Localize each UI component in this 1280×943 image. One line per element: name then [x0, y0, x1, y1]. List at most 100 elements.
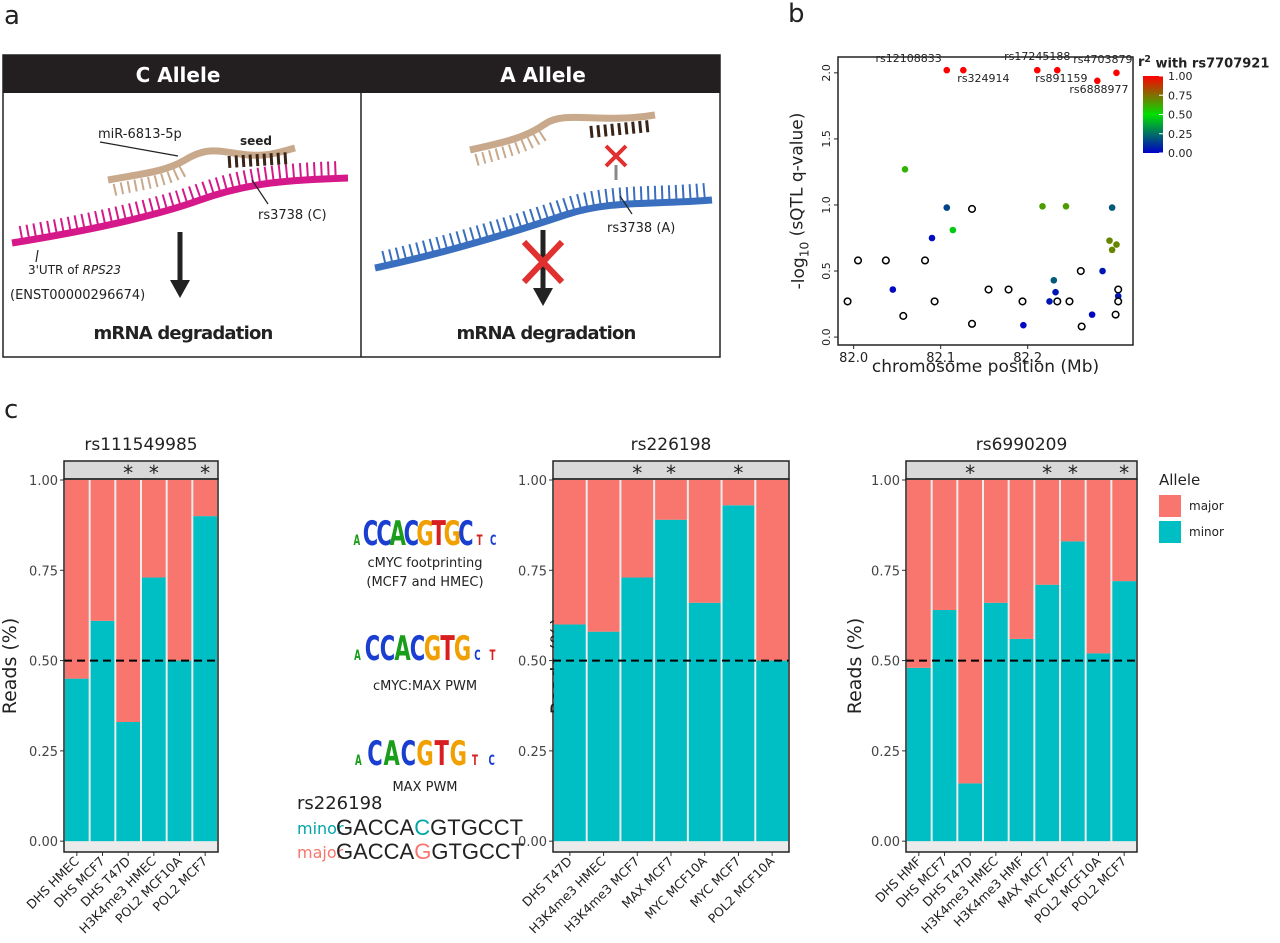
y-tick-label: 0.50 [871, 655, 900, 670]
bar-segment [1035, 584, 1059, 842]
y-tick-label: 0.75 [29, 564, 58, 579]
logo-letter: A [384, 734, 400, 774]
allele-name: minor [297, 819, 344, 838]
mrna-strand [374, 196, 713, 272]
legend-swatch [1159, 521, 1181, 543]
y-tick-label: 1.0 [820, 196, 833, 214]
sequence-part: GACCA [336, 815, 415, 840]
colorbar-tick-label: 0.50 [1168, 109, 1193, 122]
y-tick-label: 0.0 [820, 328, 833, 346]
panel-label: c [4, 395, 18, 425]
mrna-bases [381, 183, 706, 265]
bar-segment [722, 480, 755, 506]
point [853, 256, 863, 265]
point [967, 319, 977, 328]
significance-mark: * [149, 461, 159, 485]
chart-title: rs111549985 [84, 435, 197, 455]
bar-segment [1035, 480, 1059, 585]
bar-segment [688, 602, 721, 842]
logo-letter: C [490, 532, 496, 549]
plot-frame [905, 478, 1138, 853]
logo-letter: C [474, 647, 480, 664]
bar-segment [958, 480, 982, 784]
bar-segment [688, 480, 721, 603]
logo-letter: C [410, 629, 425, 669]
point [1088, 311, 1096, 318]
legend-label: minor [1189, 525, 1224, 539]
point-label: rs324914 [957, 72, 1009, 85]
label: miR-6813-5p [98, 127, 182, 142]
y-axis-label: Reads (%) [844, 618, 866, 715]
logo-letter: T [472, 752, 478, 769]
bar-segment [193, 516, 217, 842]
label: 3'UTR of RPS23 [28, 263, 121, 277]
point-label: rs17245188 [1004, 50, 1070, 63]
sequence-part: GTGCCT [430, 815, 523, 840]
point [889, 286, 897, 293]
logo-letter: C [367, 734, 382, 774]
point [920, 256, 930, 265]
motif-caption: MAX PWM [392, 780, 457, 795]
y-axis-label: Reads (%) [0, 618, 21, 715]
y-tick-label: 1.00 [518, 474, 547, 489]
logo-letter: G [416, 514, 433, 554]
bar-segment [655, 480, 687, 520]
panel-a: C Allele A Allele miR-6813-5p seed rs373… [2, 54, 721, 358]
seed-bases [589, 120, 651, 138]
bar-segment [167, 480, 192, 661]
snp-label: rs226198 [297, 793, 383, 814]
point [1050, 276, 1058, 284]
point [1113, 69, 1120, 77]
logo-letter: C [458, 514, 473, 554]
bar-segment [1061, 480, 1085, 542]
sequence: GACCAGGTGCCT [336, 839, 524, 864]
colorbar [1143, 76, 1163, 153]
bar-segment [621, 577, 654, 842]
logo-letter: G [416, 734, 433, 774]
bar-segment [193, 480, 217, 517]
leader [619, 195, 633, 215]
chart-title: rs6990209 [976, 435, 1068, 455]
block-mark [521, 239, 565, 285]
y-tick-label: 0.25 [518, 745, 547, 760]
point [1065, 297, 1074, 306]
sequence-part: C [414, 815, 430, 840]
bar-segment [932, 610, 957, 842]
significance-mark: * [123, 461, 133, 485]
bar-segment [142, 577, 166, 842]
x-tick-label: 82.2 [1013, 351, 1042, 366]
bar-segment [1009, 638, 1034, 842]
bar-segment [167, 660, 192, 842]
y-tick-label: 0.00 [518, 835, 547, 850]
significance-mark: * [1119, 461, 1129, 485]
arrow-head [533, 288, 553, 306]
header-bar [3, 55, 720, 93]
motif-caption: (MCF7 and HMEC) [366, 575, 483, 590]
significance-mark: * [965, 461, 975, 485]
bar-segment [554, 480, 586, 625]
point [1114, 297, 1123, 306]
significance-mark: * [733, 461, 743, 485]
bar-segment [621, 480, 654, 578]
point [1062, 202, 1070, 210]
point-label: rs891159 [1035, 72, 1087, 85]
point [881, 256, 890, 265]
y-tick-label: 0.00 [871, 835, 900, 850]
logo-letter: A [394, 629, 410, 669]
label-part: -log [789, 257, 809, 289]
bar-segment [587, 480, 620, 632]
outcome: mRNA degradation [456, 323, 635, 344]
outcome: mRNA degradation [93, 323, 272, 344]
point-label: rs6888977 [1069, 83, 1128, 96]
logo-letter: C [380, 629, 395, 669]
bar-segment [554, 624, 586, 842]
point [949, 226, 957, 234]
header: C Allele [136, 63, 221, 87]
bar-segment [1086, 480, 1111, 654]
sequence-part: GACCA [336, 839, 415, 864]
label-part: r [1138, 55, 1145, 70]
y-tick-label: 0.50 [29, 655, 58, 670]
colorbar-tick-label: 1.00 [1168, 70, 1193, 83]
axis-label: r2 with rs7707921 [1138, 54, 1269, 72]
